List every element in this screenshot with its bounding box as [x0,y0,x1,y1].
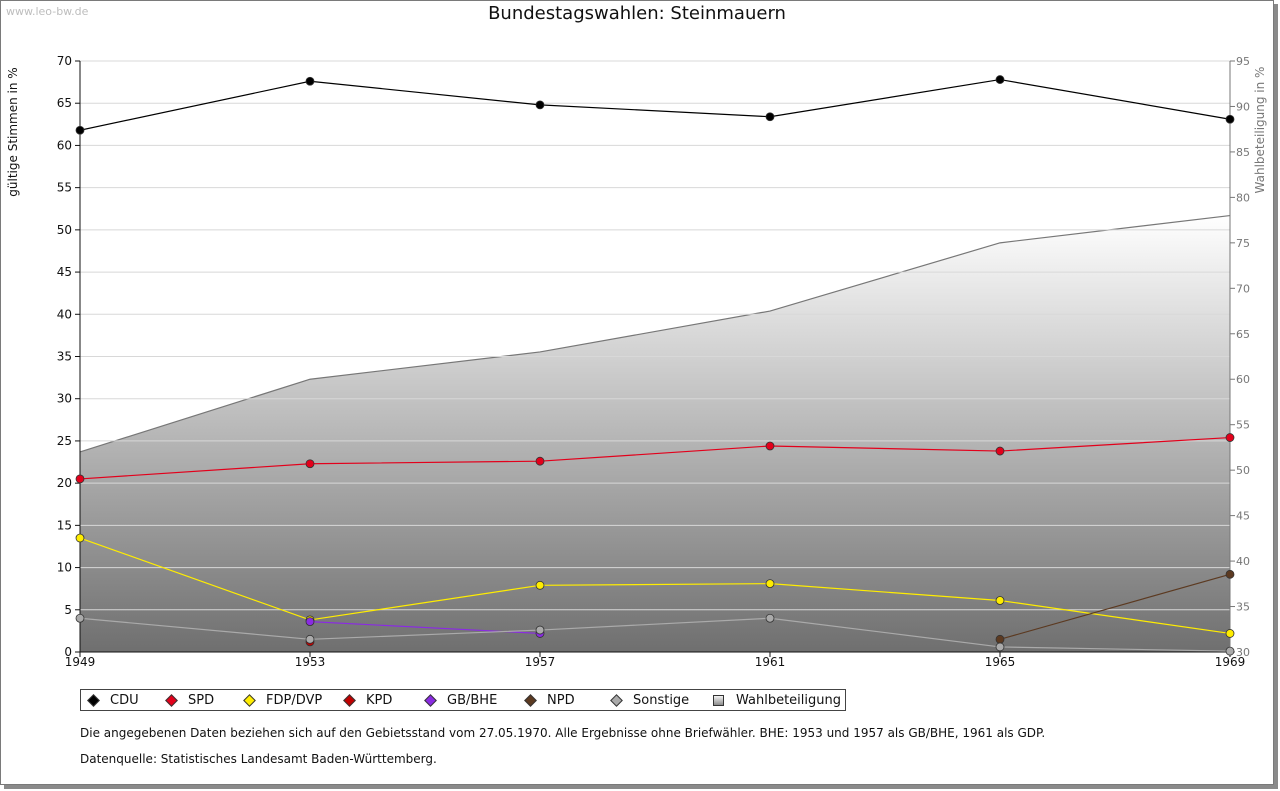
y-tick-label: 65 [57,96,72,110]
point-sonstige [535,625,545,635]
point-spd [995,446,1005,456]
y2-tick-label: 95 [1236,55,1250,68]
legend-marker-icon [713,694,724,706]
point-sonstige [305,634,315,644]
y2-tick-label: 45 [1236,510,1250,523]
legend-item-wahlbeteiligung: Wahlbeteiligung [713,690,841,710]
chart-title: Bundestagswahlen: Steinmauern [488,3,786,24]
chart-legend: CDU SPD FDP/DVP KPD GB/BHE NPD Sonstige Wahlbet… [80,689,846,711]
legend-label: GB/BHE [447,692,498,708]
legend-item-sonstige: Sonstige [610,690,690,710]
line-npd [999,573,1231,640]
chart-plot: 0 5 10 15 20 25 30 35 40 45 50 55 60 65 70 30 35 40 45 50 55… [57,54,1250,669]
point-spd [1225,433,1235,442]
point-spd [75,474,85,484]
legend-marker-icon [424,693,437,707]
y2-tick-label: 40 [1236,555,1250,568]
legend-label: KPD [366,692,393,708]
y2-tick-label: 85 [1236,146,1250,159]
point-sonstige [1225,646,1235,656]
y2-tick-label: 70 [1236,282,1250,295]
point-cdu [305,76,315,86]
legend-label: SPD [188,692,215,708]
y2-tick-label: 50 [1236,464,1250,477]
y-tick-label: 40 [57,307,72,321]
y2-tick-label: 35 [1236,601,1250,614]
point-cdu [535,100,545,110]
point-sonstige [995,642,1005,652]
point-fdp-dvp [535,580,545,590]
legend-item-spd: SPD [165,690,215,710]
source-note: Datenquelle: Statistisches Landesamt Bad… [80,752,437,766]
legend-item-gb-bhe: GB/BHE [424,690,498,710]
x-tick-label: 1957 [525,655,556,669]
point-cdu [1225,114,1235,124]
y2-tick-label: 80 [1236,191,1250,204]
point-gb-bhe [305,617,315,627]
point-cdu [75,125,85,135]
legend-label: NPD [547,692,575,708]
point-fdp-dvp [1225,629,1235,638]
y2-tick-label: 65 [1236,328,1250,341]
y2-tick-label: 75 [1236,237,1250,250]
y2-tick-label: 55 [1236,419,1250,432]
y2-tick-label: 30 [1236,646,1250,659]
y2-tick-label: 60 [1236,373,1250,386]
point-sonstige [765,613,775,623]
legend-marker-icon [343,693,356,707]
legend-marker-icon [610,693,623,707]
legend-item-fdp-dvp: FDP/DVP [243,690,323,710]
y-tick-label: 25 [57,434,72,448]
line-wahlbeteiligung [79,214,1231,453]
y-tick-label: 50 [57,223,72,237]
x-tick-label: 1961 [755,655,786,669]
point-cdu [995,75,1005,84]
line-cdu [79,78,1231,131]
y-tick-label: 0 [64,645,72,659]
y-tick-label: 30 [57,392,72,406]
legend-item-cdu: CDU [87,690,139,710]
line-sonstige [79,617,1231,652]
footnote: Die angegebenen Daten beziehen sich auf … [80,726,1046,740]
y-tick-label: 70 [57,54,72,68]
y2-tick-label: 90 [1236,100,1250,113]
y-tick-label: 20 [57,476,72,490]
legend-item-npd: NPD [524,690,575,710]
x-tick-label: 1949 [65,655,96,669]
point-sonstige [75,613,85,623]
legend-label: Wahlbeteiligung [736,692,842,708]
point-npd [1225,569,1235,579]
point-fdp-dvp [765,579,775,589]
point-spd [765,441,775,451]
legend-label: CDU [110,692,139,708]
point-cdu [765,112,775,122]
legend-marker-icon [87,693,100,707]
area-wahlbeteiligung [80,215,1230,653]
point-spd [305,459,315,469]
y-tick-label: 15 [57,518,72,532]
line-spd [79,436,1231,480]
legend-marker-icon [165,693,178,707]
legend-label: Sonstige [633,692,690,708]
watermark-text: www.leo-bw.de [6,5,89,18]
point-fdp-dvp [75,533,85,543]
x-tick-label: 1969 [1215,655,1246,669]
point-spd [535,456,545,466]
y-tick-label: 55 [57,181,72,195]
x-tick-label: 1953 [295,655,326,669]
x-tick-label: 1965 [985,655,1016,669]
point-npd [995,634,1005,644]
legend-label: FDP/DVP [266,692,323,708]
legend-marker-icon [524,693,537,707]
line-fdp-dvp [79,537,1231,635]
point-fdp-dvp [995,596,1005,605]
y-tick-label: 60 [57,138,72,152]
legend-marker-icon [243,693,256,707]
y-tick-label: 10 [57,561,72,575]
y-tick-label: 45 [57,265,72,279]
y-tick-label: 35 [57,350,72,364]
y-tick-label: 5 [64,603,72,617]
legend-item-kpd: KPD [343,690,393,710]
